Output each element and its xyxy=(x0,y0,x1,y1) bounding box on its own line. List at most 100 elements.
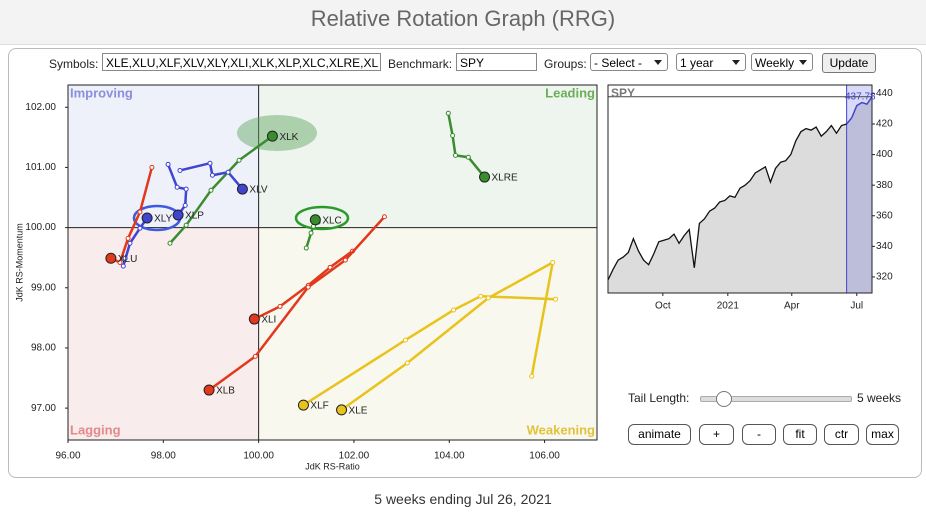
y-tick-label: 98.00 xyxy=(31,343,56,354)
quadrant-label: Improving xyxy=(70,85,133,100)
price-connector xyxy=(846,117,853,125)
tail-point xyxy=(183,222,189,228)
control-button[interactable]: animate xyxy=(628,424,691,445)
groups-select[interactable]: - Select - xyxy=(590,53,668,71)
series-label: XLRE xyxy=(492,173,518,184)
head-point xyxy=(141,212,153,224)
control-button[interactable]: max xyxy=(866,424,899,445)
head-point xyxy=(248,313,260,325)
benchmark-input[interactable]: SPY xyxy=(456,53,537,71)
tail-point xyxy=(308,230,314,236)
tail-slider[interactable] xyxy=(700,396,852,402)
tail-point xyxy=(208,187,214,193)
y-tick-label: 360 xyxy=(876,210,893,221)
tail-point xyxy=(122,255,128,261)
series-label: XLU xyxy=(118,254,137,265)
y-tick-label: 100.00 xyxy=(25,222,56,233)
series-label: XLV xyxy=(249,185,267,196)
y-tick-label: 101.00 xyxy=(25,162,56,173)
tail-point xyxy=(167,240,173,246)
series-label: XLP xyxy=(185,211,204,222)
tail-point xyxy=(149,164,155,170)
head-point xyxy=(309,214,321,226)
y-tick-label: 400 xyxy=(876,149,893,160)
rrg-chart: Improving Leading Lagging Weakening 96.00 98.… xyxy=(14,84,598,471)
series-label: XLK xyxy=(279,132,298,143)
quadrant xyxy=(258,227,597,440)
tail-length-label: Tail Length: xyxy=(628,391,690,405)
tail-point xyxy=(553,296,559,302)
tail-point xyxy=(550,260,556,265)
head-point xyxy=(266,130,278,142)
series-label: XLE xyxy=(349,406,368,417)
tail-point xyxy=(127,240,133,246)
plot-frame xyxy=(607,84,873,294)
tail-window xyxy=(846,85,872,293)
tail-point xyxy=(478,293,484,299)
tail-point xyxy=(236,157,242,163)
y-tick-label: 440 xyxy=(876,88,893,99)
x-tick-label: 98.00 xyxy=(151,451,176,462)
y-tick-label: 380 xyxy=(876,180,893,191)
benchmark-label: Benchmark: xyxy=(388,57,453,71)
x-tick-label: 102.00 xyxy=(339,451,370,462)
price-tail-line xyxy=(850,96,873,119)
y-tick-label: 340 xyxy=(876,241,893,252)
update-button[interactable]: Update xyxy=(822,53,876,73)
control-button[interactable]: ctr xyxy=(824,424,859,445)
y-tick-label: 102.00 xyxy=(25,102,56,113)
quadrant xyxy=(258,85,597,228)
symbols-input[interactable]: XLE,XLU,XLF,XLV,XLY,XLI,XLK,XLP,XLC,XLRE… xyxy=(102,53,381,71)
control-button[interactable]: - xyxy=(742,424,776,445)
quadrant-label: Lagging xyxy=(70,422,121,437)
frequency-select[interactable]: Weekly xyxy=(751,53,813,71)
tail-point xyxy=(165,161,171,167)
tail-point xyxy=(327,264,333,270)
series-label: XLC xyxy=(322,215,341,226)
tail-slider-knob[interactable] xyxy=(716,391,732,407)
quadrant xyxy=(68,85,259,228)
tail-point xyxy=(452,152,458,158)
tail-point xyxy=(381,214,387,220)
page-title: Relative Rotation Graph (RRG) xyxy=(310,6,616,31)
x-axis-label: JdK RS-Ratio xyxy=(305,461,360,471)
tail-point xyxy=(404,360,410,366)
control-button[interactable]: + xyxy=(699,424,734,445)
head-point xyxy=(297,399,309,411)
y-tick-label: 320 xyxy=(876,272,893,283)
tail-point xyxy=(137,209,143,215)
tail-point xyxy=(305,284,311,290)
series-label: XLI xyxy=(261,315,276,326)
series-label: XLY xyxy=(154,214,172,225)
tail-point xyxy=(485,295,491,301)
x-tick-label: 106.00 xyxy=(529,451,560,462)
tail-point xyxy=(207,160,213,166)
tail-point xyxy=(177,167,183,173)
control-button[interactable]: fit xyxy=(783,424,817,445)
header-bar xyxy=(0,0,926,45)
head-point xyxy=(236,183,248,195)
highlight xyxy=(237,115,317,151)
last-price-label: 437.78 xyxy=(845,91,876,102)
plot-frame xyxy=(67,84,598,441)
tail-point xyxy=(342,257,348,263)
y-axis-label: JdK RS-Momentum xyxy=(14,223,24,302)
quadrant xyxy=(68,227,259,440)
price-line xyxy=(607,123,847,281)
panel xyxy=(8,48,922,478)
tail-point xyxy=(303,245,309,251)
y-tick-label: 97.00 xyxy=(31,403,56,414)
x-tick-label: 96.00 xyxy=(55,451,80,462)
x-tick-label: Jul xyxy=(850,301,863,312)
tail-point xyxy=(182,202,188,208)
x-tick-label: 2021 xyxy=(717,301,740,312)
tail-point xyxy=(117,260,123,265)
period-select[interactable]: 1 year xyxy=(676,53,746,71)
highlight xyxy=(294,205,350,231)
x-tick-label: Oct xyxy=(655,301,671,312)
tail-point xyxy=(125,235,131,241)
series-label: XLF xyxy=(310,401,328,412)
tail-point xyxy=(252,353,258,359)
